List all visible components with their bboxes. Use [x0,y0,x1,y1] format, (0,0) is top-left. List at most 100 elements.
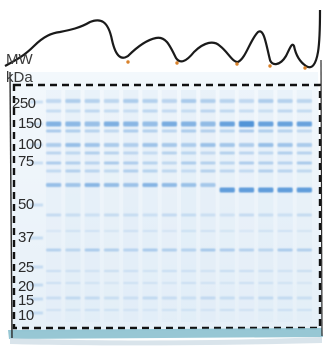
gel-band [46,270,62,272]
gel-band [65,183,81,187]
gel-band [103,151,120,155]
gel-band [181,309,197,311]
gel-band [296,230,312,232]
gel-band [84,129,100,133]
gel-band [84,109,100,113]
gel-side-edge [9,71,13,339]
gel-band [84,309,100,311]
gel-band [161,270,177,272]
gel-band [296,121,312,127]
gel-band [181,282,197,284]
gel-band [238,99,255,103]
gel-band [296,213,312,217]
gel-band [238,296,255,300]
gel-band [258,99,274,103]
gel-band [161,230,177,232]
gel-band [296,248,312,252]
gel-band [65,270,81,272]
gel-band [103,183,120,187]
gel-band [238,309,255,311]
lane [123,90,139,322]
gel-band [46,143,62,147]
gel-band [258,121,274,127]
gel-band [161,282,177,284]
gel-band [296,151,312,155]
gel-band [123,109,139,113]
gel-band [277,109,293,113]
gel-band [142,309,158,311]
gel-band [84,230,100,232]
gel-band [277,309,293,311]
lane [200,90,216,322]
gel-band [103,143,120,147]
gel-band [84,99,100,103]
gel-band [277,143,293,147]
gel-band [200,99,216,103]
lane [181,90,197,322]
gel-band [219,187,235,193]
lane [296,90,312,322]
ladder-band [30,161,43,165]
lane [161,90,177,322]
gel-band [200,270,216,272]
gel-band [65,99,81,103]
gel-band [161,99,177,103]
gel-band [200,121,216,127]
gel-band [296,99,312,103]
gel-band [103,121,120,127]
gel-band [123,309,139,311]
gel-band [296,282,312,284]
gel-band [219,248,235,252]
gel-band [277,270,293,272]
gel-band [277,121,293,127]
gel-band [161,109,177,113]
gel-band [258,109,274,113]
gel-band [46,309,62,311]
ladder-band [30,311,43,315]
gel-band [65,309,81,311]
lane [277,90,293,322]
gel-band [103,282,120,284]
marker-ladder [30,100,43,315]
gel-band [65,109,81,113]
gel-band [65,151,81,155]
ladder-band [30,143,43,147]
gel-band [161,161,177,165]
gel-band [84,270,100,272]
well-comb-outline [4,9,322,69]
ladder-band [30,236,43,240]
dashed-crop-box [12,83,322,330]
gel-band [65,129,81,133]
gel-band [277,129,293,133]
gel-band [258,151,274,155]
gel-band [219,99,235,103]
gel-band [181,99,197,103]
gel-band [46,109,62,113]
ladder-band [30,283,43,287]
gel-band [200,151,216,155]
gel-band [84,161,100,165]
gel-body [10,72,322,332]
gel-band [258,187,274,193]
gel-band [238,230,255,232]
gel-band [123,296,139,300]
comb-dots [126,60,307,70]
gel-band [142,282,158,284]
gel-band [46,161,62,165]
gel-band [219,282,235,284]
gel-band [142,151,158,155]
gel-band [277,99,293,103]
gel-band [181,143,197,147]
gel-band [258,309,274,311]
gel-band [258,230,274,232]
ladder-band [30,122,43,126]
gel-band [65,213,81,217]
gel-band [181,109,197,113]
gel-band [103,270,120,272]
gel-band [296,187,312,193]
gel-band [46,213,62,217]
gel-band [258,213,274,217]
gel-band [219,161,235,165]
gel-band [142,129,158,133]
